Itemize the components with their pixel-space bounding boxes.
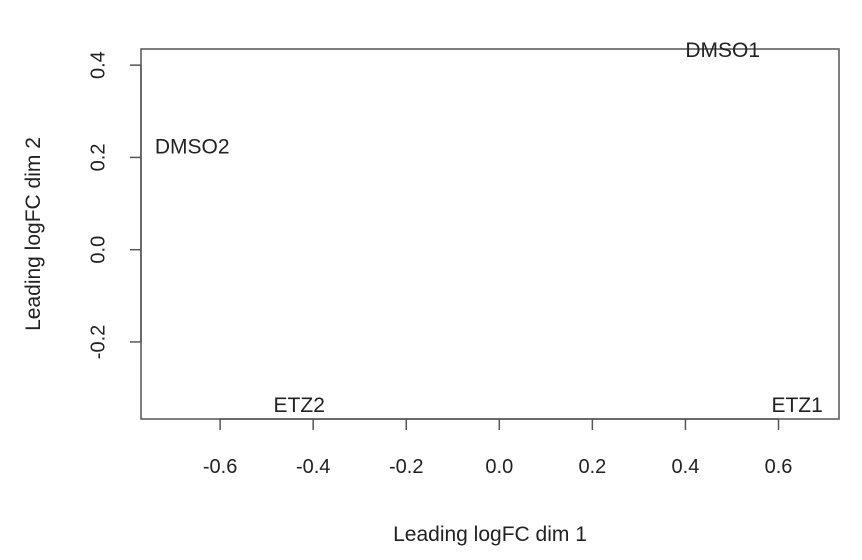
x-tick-label: -0.6 bbox=[203, 456, 237, 478]
y-tick-label: 0.4 bbox=[87, 51, 109, 79]
x-axis-title: Leading logFC dim 1 bbox=[393, 523, 587, 546]
plot-frame bbox=[140, 48, 840, 420]
y-tick-label: 0.0 bbox=[87, 236, 109, 264]
y-tick-label: 0.2 bbox=[87, 144, 109, 172]
point-label-etz1: ETZ1 bbox=[771, 394, 822, 417]
y-tick-label: -0.2 bbox=[87, 325, 109, 359]
x-tick-label: 0.6 bbox=[765, 456, 793, 478]
y-axis-title: Leading logFC dim 2 bbox=[22, 137, 45, 331]
x-axis: -0.6 -0.4 -0.2 0.0 0.2 0.4 0.6 bbox=[203, 418, 793, 478]
x-tick-label: -0.2 bbox=[389, 456, 423, 478]
x-tick-label: 0.4 bbox=[672, 456, 700, 478]
x-tick-label: 0.2 bbox=[578, 456, 606, 478]
point-label-dmso1: DMSO1 bbox=[685, 39, 760, 62]
x-tick-label: -0.4 bbox=[296, 456, 330, 478]
point-labels: DMSO1 DMSO2 ETZ1 ETZ2 bbox=[155, 39, 823, 417]
y-axis: -0.2 0.0 0.2 0.4 bbox=[87, 51, 142, 359]
point-label-dmso2: DMSO2 bbox=[155, 136, 230, 159]
point-label-etz2: ETZ2 bbox=[274, 394, 325, 417]
x-tick-label: 0.0 bbox=[485, 456, 513, 478]
